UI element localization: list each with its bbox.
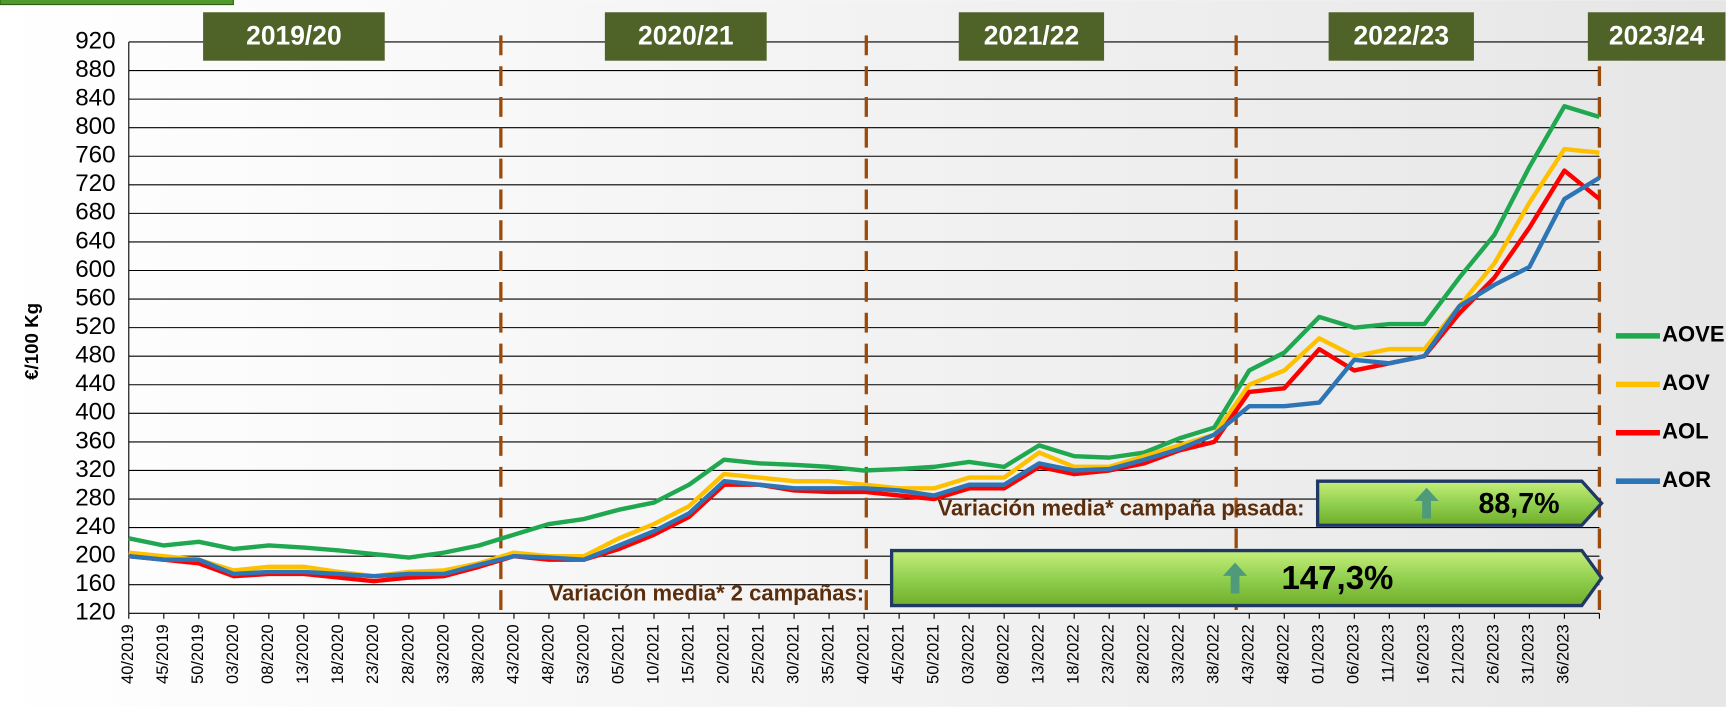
season-label: 2023/24 <box>1609 21 1705 51</box>
x-tick-label: 11/2023 <box>1380 624 1398 682</box>
y-tick-label: 280 <box>75 484 115 511</box>
season-label: 2022/23 <box>1354 21 1449 51</box>
x-tick-label: 45/2021 <box>889 624 907 684</box>
x-tick-label: 33/2022 <box>1170 624 1188 684</box>
x-tick-label: 50/2021 <box>924 624 942 684</box>
y-tick-label: 640 <box>75 227 115 254</box>
x-tick-label: 48/2020 <box>539 624 557 684</box>
y-tick-label: 920 <box>75 27 115 54</box>
x-tick-label: 16/2023 <box>1415 624 1433 684</box>
x-tick-label: 03/2020 <box>224 624 242 684</box>
x-tick-label: 01/2023 <box>1310 624 1328 684</box>
x-tick-label: 05/2021 <box>609 624 627 684</box>
season-box <box>1328 12 1474 61</box>
season-label: 2019/20 <box>246 21 341 51</box>
series-line <box>128 104 1601 560</box>
x-tick-label: 38/2022 <box>1205 624 1223 684</box>
x-tick-label: 28/2022 <box>1135 624 1153 684</box>
legend-label: AOR <box>1662 467 1711 492</box>
x-tick-label: 13/2022 <box>1030 624 1048 684</box>
annotation-value: 88,7% <box>1478 488 1559 520</box>
x-tick-label: 18/2022 <box>1065 624 1083 684</box>
x-tick-label: 35/2021 <box>819 624 837 684</box>
season-box <box>604 12 767 61</box>
y-tick-label: 240 <box>75 513 115 540</box>
x-tick-label: 40/2019 <box>119 624 137 684</box>
x-tick-label: 10/2021 <box>644 624 662 684</box>
x-tick-label: 33/2020 <box>434 624 452 684</box>
x-tick-label: 45/2019 <box>154 624 172 684</box>
legend-label: AOV <box>1662 370 1710 395</box>
legend-label: AOL <box>1662 419 1708 444</box>
x-tick-label: 23/2022 <box>1100 624 1118 684</box>
x-tick-label: 31/2023 <box>1520 624 1538 684</box>
x-tick-label: 06/2023 <box>1345 624 1363 684</box>
annotation-label: Variación media* campaña pasada: <box>938 496 1305 521</box>
x-tick-label: 48/2022 <box>1275 624 1293 684</box>
x-tick-label: 53/2020 <box>574 624 592 684</box>
y-tick-label: 680 <box>75 199 115 226</box>
x-tick-label: 26/2023 <box>1485 624 1503 684</box>
y-axis-label: €/100 Kg <box>21 303 42 380</box>
y-tick-label: 800 <box>75 113 115 140</box>
season-label: 2021/22 <box>984 21 1079 51</box>
x-tick-label: 20/2021 <box>714 624 732 684</box>
x-tick-label: 23/2020 <box>364 624 382 684</box>
y-tick-label: 600 <box>75 256 115 283</box>
x-tick-label: 08/2022 <box>995 624 1013 684</box>
season-box <box>1587 12 1726 61</box>
y-tick-label: 360 <box>75 427 115 454</box>
y-tick-label: 440 <box>75 370 115 397</box>
y-tick-label: 200 <box>75 542 115 569</box>
annotation-label: Variación media* 2 campañas: <box>549 580 865 605</box>
annotation-box <box>889 548 1604 608</box>
tab <box>0 0 234 6</box>
annotation-value: 147,3% <box>1281 559 1393 596</box>
x-tick-label: 50/2019 <box>189 624 207 684</box>
y-tick-label: 560 <box>75 284 115 311</box>
x-tick-label: 08/2020 <box>259 624 277 684</box>
x-tick-label: 36/2023 <box>1555 624 1573 684</box>
x-tick-label: 21/2023 <box>1450 624 1468 684</box>
y-tick-label: 320 <box>75 456 115 483</box>
x-tick-label: 18/2020 <box>329 624 347 684</box>
y-tick-label: 840 <box>75 85 115 112</box>
y-tick-label: 520 <box>75 313 115 340</box>
x-tick-label: 25/2021 <box>749 624 767 684</box>
season-box <box>203 12 385 61</box>
series-line <box>128 168 1601 584</box>
arrow-icon <box>1414 487 1439 519</box>
y-tick-label: 480 <box>75 342 115 369</box>
season-box <box>958 12 1105 61</box>
x-tick-label: 38/2020 <box>469 624 487 684</box>
x-tick-label: 43/2020 <box>504 624 522 684</box>
y-tick-label: 760 <box>75 142 115 169</box>
x-tick-label: 43/2022 <box>1240 624 1258 684</box>
x-tick-label: 13/2020 <box>294 624 312 684</box>
x-tick-label: 15/2021 <box>679 624 697 684</box>
annotation-box <box>1315 479 1604 527</box>
arrow-icon <box>1222 562 1248 594</box>
x-tick-label: 30/2021 <box>784 624 802 684</box>
y-tick-label: 880 <box>75 56 115 83</box>
x-tick-label: 28/2020 <box>399 624 417 684</box>
x-tick-label: 03/2022 <box>960 624 978 684</box>
season-label: 2020/21 <box>638 21 733 51</box>
y-tick-label: 400 <box>75 399 115 426</box>
legend-label: AOVE <box>1662 322 1724 347</box>
x-tick-label: 40/2021 <box>854 624 872 684</box>
y-tick-label: 720 <box>75 170 115 197</box>
y-tick-label: 160 <box>75 570 115 597</box>
series-line <box>128 175 1601 579</box>
y-tick-label: 120 <box>75 599 115 626</box>
